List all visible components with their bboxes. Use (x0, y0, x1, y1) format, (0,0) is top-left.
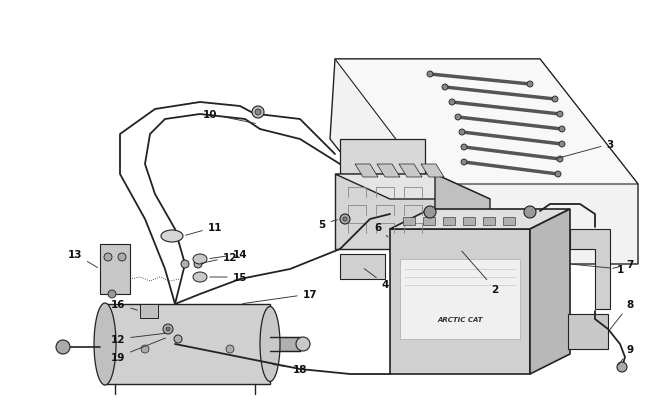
Polygon shape (421, 164, 444, 177)
Polygon shape (390, 230, 530, 374)
Polygon shape (335, 175, 490, 200)
Polygon shape (377, 164, 400, 177)
Circle shape (104, 254, 112, 261)
Bar (403, 217, 415, 226)
Circle shape (174, 335, 182, 343)
Circle shape (163, 324, 173, 334)
Polygon shape (335, 60, 638, 185)
Polygon shape (355, 164, 378, 177)
Circle shape (557, 157, 563, 162)
Text: 13: 13 (68, 249, 98, 268)
Text: 17: 17 (242, 289, 317, 304)
Bar (140, 304, 158, 318)
Circle shape (459, 130, 465, 136)
Text: 15: 15 (210, 272, 247, 282)
Text: 7: 7 (613, 259, 634, 269)
Polygon shape (570, 230, 610, 309)
Circle shape (461, 145, 467, 151)
Polygon shape (340, 254, 385, 279)
Polygon shape (530, 209, 570, 374)
Circle shape (455, 115, 461, 121)
Polygon shape (330, 60, 638, 264)
Polygon shape (270, 337, 300, 351)
Polygon shape (105, 304, 270, 384)
Circle shape (226, 345, 234, 353)
Circle shape (557, 112, 563, 118)
Ellipse shape (193, 254, 207, 264)
Ellipse shape (161, 230, 183, 243)
Polygon shape (399, 164, 422, 177)
Polygon shape (435, 175, 490, 254)
Circle shape (424, 207, 436, 218)
Circle shape (527, 82, 533, 88)
Circle shape (194, 260, 202, 269)
Text: 5: 5 (318, 220, 337, 230)
Ellipse shape (260, 307, 280, 382)
Text: 4: 4 (364, 269, 389, 289)
Polygon shape (340, 140, 425, 234)
Text: 3: 3 (558, 140, 614, 159)
Circle shape (252, 107, 264, 119)
Circle shape (343, 217, 347, 222)
Text: 2: 2 (462, 252, 499, 294)
Bar (423, 217, 435, 226)
Polygon shape (100, 244, 130, 294)
Circle shape (166, 327, 170, 331)
Circle shape (555, 172, 561, 177)
Circle shape (461, 160, 467, 166)
Bar (503, 217, 515, 226)
Text: 9: 9 (619, 344, 634, 365)
Circle shape (442, 85, 448, 91)
Circle shape (552, 97, 558, 103)
Text: 16: 16 (111, 299, 137, 310)
Circle shape (296, 337, 310, 351)
Text: 10: 10 (203, 110, 255, 124)
Bar (400, 259, 520, 339)
Circle shape (255, 110, 261, 116)
Circle shape (427, 72, 433, 78)
Text: 6: 6 (374, 222, 388, 237)
Bar (483, 217, 495, 226)
Circle shape (181, 260, 189, 269)
Polygon shape (568, 314, 608, 349)
Bar (443, 217, 455, 226)
Ellipse shape (193, 272, 207, 282)
Circle shape (617, 362, 627, 372)
Text: 8: 8 (610, 299, 634, 330)
Circle shape (449, 100, 455, 106)
Circle shape (559, 142, 565, 148)
Text: 11: 11 (186, 222, 222, 236)
Text: 19: 19 (111, 338, 165, 362)
Ellipse shape (94, 303, 116, 385)
Bar (463, 217, 475, 226)
Circle shape (559, 127, 565, 133)
Text: 1: 1 (573, 264, 623, 274)
Text: 18: 18 (273, 364, 307, 374)
Text: 12: 12 (111, 333, 165, 344)
Circle shape (141, 345, 149, 353)
Text: 12: 12 (201, 252, 237, 264)
Circle shape (56, 340, 70, 354)
Circle shape (108, 290, 116, 298)
Circle shape (118, 254, 126, 261)
Circle shape (340, 215, 350, 224)
Text: 14: 14 (210, 249, 247, 259)
Circle shape (524, 207, 536, 218)
Polygon shape (335, 175, 435, 249)
Polygon shape (390, 209, 570, 230)
Text: ARCTIC CAT: ARCTIC CAT (437, 316, 483, 322)
